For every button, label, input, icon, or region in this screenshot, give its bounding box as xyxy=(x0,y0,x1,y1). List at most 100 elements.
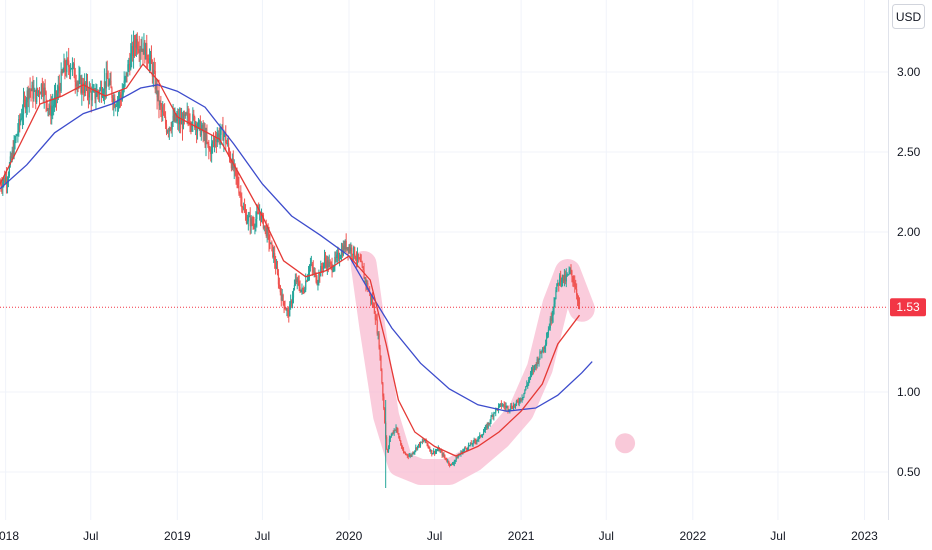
candle-body xyxy=(30,89,32,91)
candle-body xyxy=(574,283,576,287)
candle-body xyxy=(246,221,248,224)
candle-body xyxy=(334,256,336,267)
candle-body xyxy=(59,87,61,91)
candle-body xyxy=(396,427,398,430)
candle-body xyxy=(571,270,573,277)
candle-body xyxy=(286,309,288,311)
x-tick-label: 2022 xyxy=(679,529,706,543)
candle-body xyxy=(576,289,578,296)
candle-body xyxy=(253,224,255,227)
candle-body xyxy=(140,49,142,51)
candle-body xyxy=(497,405,500,410)
candle-body xyxy=(226,143,228,144)
candle-body xyxy=(305,281,307,290)
candle-body xyxy=(408,455,410,457)
candle-body xyxy=(68,60,70,68)
candle-body xyxy=(469,442,471,446)
candle-body xyxy=(142,48,144,55)
candle-body xyxy=(302,288,304,292)
moving-averages xyxy=(0,62,593,457)
candle-body xyxy=(264,225,266,227)
candle-body xyxy=(202,125,204,133)
candle-body xyxy=(297,278,299,282)
candle-body xyxy=(332,269,334,272)
x-tick-label: 2021 xyxy=(508,529,535,543)
price-axis[interactable]: 3.00 2.50 2.00 1.00 0.50 xyxy=(897,65,921,479)
candle-body xyxy=(454,459,456,462)
candle-body xyxy=(252,223,254,225)
candle-body xyxy=(122,89,124,95)
candle-body xyxy=(2,182,4,188)
candle-body xyxy=(190,123,192,127)
candle-body xyxy=(434,451,437,454)
candle-body xyxy=(136,38,138,50)
candle-body xyxy=(400,440,402,445)
candle-body xyxy=(141,48,143,51)
candle-body xyxy=(532,369,534,371)
candle-body xyxy=(535,364,537,367)
candle-body xyxy=(129,64,131,70)
candle-body xyxy=(487,422,489,428)
candle-body xyxy=(203,131,205,133)
candle-body xyxy=(529,372,532,378)
candle-body xyxy=(133,40,136,47)
candle-body xyxy=(407,455,409,457)
candle-body xyxy=(64,60,66,71)
candle-body xyxy=(560,280,563,282)
candle-body xyxy=(388,438,391,447)
candle-body xyxy=(26,90,28,103)
candle-body xyxy=(346,247,348,250)
candle-body xyxy=(177,117,179,120)
candle-body xyxy=(323,257,326,264)
candle-body xyxy=(217,133,219,138)
candle-body xyxy=(349,247,351,252)
candle-body xyxy=(471,444,473,446)
candle-body xyxy=(23,99,26,101)
candle-body xyxy=(522,397,524,399)
candle-body xyxy=(70,68,73,70)
candle-body xyxy=(450,464,453,465)
candle-body xyxy=(374,313,376,320)
candle-body xyxy=(79,77,81,79)
candle-body xyxy=(354,246,356,258)
candle-body xyxy=(566,274,568,276)
candle-body xyxy=(39,93,42,95)
candle-body xyxy=(8,165,11,176)
candle-body xyxy=(243,207,245,209)
candle-body xyxy=(179,118,181,125)
candle-body xyxy=(132,40,135,57)
candle-body xyxy=(362,266,364,271)
y-tick-label: 2.50 xyxy=(897,145,921,159)
candle-body xyxy=(116,105,118,107)
candle-body xyxy=(17,131,19,135)
x-tick-label: 2020 xyxy=(336,529,363,543)
candle-body xyxy=(151,63,153,77)
candle-body xyxy=(199,120,201,136)
candle-body xyxy=(49,105,51,110)
x-tick-label: Jul xyxy=(770,529,785,543)
time-axis[interactable]: 2018 Jul 2019 Jul 2020 Jul 2021 Jul 2022 Jul 2023 xyxy=(0,529,878,543)
candle-body xyxy=(212,141,215,143)
candle-body xyxy=(359,258,361,262)
candle-body xyxy=(262,214,264,229)
candle-body xyxy=(456,457,458,459)
candle-body xyxy=(557,282,559,284)
candle-body xyxy=(248,215,250,217)
x-tick-label: Jul xyxy=(83,529,98,543)
candle-body xyxy=(134,46,137,48)
candle-body xyxy=(380,355,382,371)
candle-body xyxy=(243,207,246,213)
currency-unit-box[interactable]: USD xyxy=(892,4,925,29)
candle-body xyxy=(51,107,53,116)
candle-body xyxy=(251,218,253,224)
candle-body xyxy=(292,289,295,298)
candle-body xyxy=(354,257,357,260)
candle-body xyxy=(402,448,404,450)
candle-body xyxy=(258,212,260,215)
candle-body xyxy=(91,91,93,101)
candle-body xyxy=(159,103,161,106)
candle-body xyxy=(158,90,160,106)
candle-body xyxy=(213,139,216,143)
candle-body xyxy=(504,406,506,408)
candle-body xyxy=(289,304,291,317)
